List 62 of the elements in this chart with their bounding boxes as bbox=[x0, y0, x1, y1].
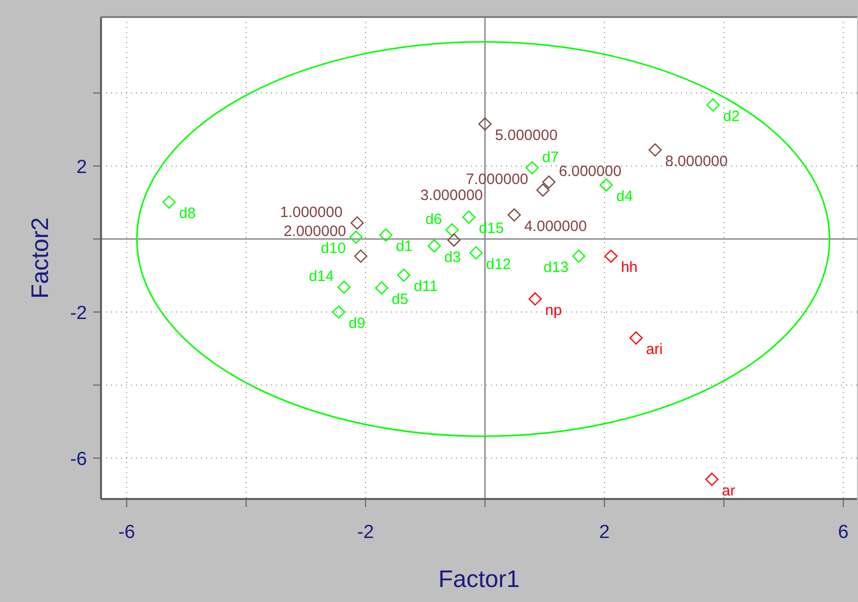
point bbox=[462, 210, 476, 224]
y-tick-label: 2 bbox=[76, 156, 87, 178]
annotation: 6.000000 bbox=[558, 163, 622, 180]
annotation: 8.000000 bbox=[665, 152, 728, 170]
point bbox=[397, 268, 410, 282]
x-tick-label: -6 bbox=[118, 522, 136, 543]
point bbox=[600, 178, 613, 192]
annotation: ar bbox=[722, 482, 736, 500]
annotation: d6 bbox=[425, 210, 442, 228]
annotation: d8 bbox=[179, 205, 196, 222]
point bbox=[332, 305, 346, 319]
annotation: d4 bbox=[616, 188, 633, 205]
annotation: 1.000000 bbox=[280, 204, 343, 221]
x-tick-label: 2 bbox=[599, 522, 610, 543]
x-tick-label: 6 bbox=[838, 522, 849, 543]
point bbox=[508, 208, 521, 222]
annotation: d9 bbox=[348, 315, 366, 332]
point bbox=[162, 196, 176, 209]
point bbox=[536, 183, 550, 197]
annotation: 5.000000 bbox=[494, 126, 558, 144]
point bbox=[705, 472, 718, 486]
point bbox=[542, 175, 556, 189]
y-tick-label: -6 bbox=[70, 449, 87, 470]
point bbox=[478, 117, 492, 131]
annotation: ari bbox=[646, 340, 663, 358]
x-tick-label: -2 bbox=[357, 522, 374, 543]
y-axis-title: Factor2 bbox=[27, 217, 54, 299]
point bbox=[379, 228, 392, 242]
x-axis-title: Factor1 bbox=[438, 566, 520, 593]
point bbox=[469, 246, 483, 260]
y-tick-label: -2 bbox=[70, 303, 87, 324]
point bbox=[446, 223, 459, 236]
annotation: 2.000000 bbox=[284, 223, 346, 240]
annotation: d15 bbox=[478, 220, 504, 238]
annotation: d14 bbox=[308, 268, 334, 286]
annotation: d11 bbox=[414, 278, 438, 296]
point bbox=[572, 250, 586, 263]
annotation: d2 bbox=[723, 108, 740, 125]
point bbox=[629, 331, 643, 345]
point bbox=[528, 292, 542, 306]
point bbox=[447, 234, 461, 247]
annotation: d12 bbox=[486, 256, 512, 273]
point bbox=[337, 280, 351, 294]
point bbox=[354, 250, 368, 263]
point bbox=[375, 281, 388, 295]
annotation: d10 bbox=[320, 240, 346, 258]
annotation: 4.000000 bbox=[524, 218, 587, 235]
point bbox=[526, 161, 539, 174]
point bbox=[349, 230, 363, 244]
point bbox=[350, 216, 364, 230]
point bbox=[428, 239, 441, 253]
annotation: d1 bbox=[396, 238, 413, 255]
annotation: d5 bbox=[392, 290, 408, 308]
annotation: d13 bbox=[544, 259, 569, 276]
point bbox=[648, 143, 662, 157]
annotation: 3.000000 bbox=[420, 187, 483, 204]
annotation: hh bbox=[620, 259, 638, 276]
annotation: d7 bbox=[542, 148, 559, 166]
annotation: d3 bbox=[444, 248, 461, 266]
annotation: np bbox=[545, 302, 562, 319]
point bbox=[706, 98, 720, 112]
point bbox=[604, 250, 618, 263]
